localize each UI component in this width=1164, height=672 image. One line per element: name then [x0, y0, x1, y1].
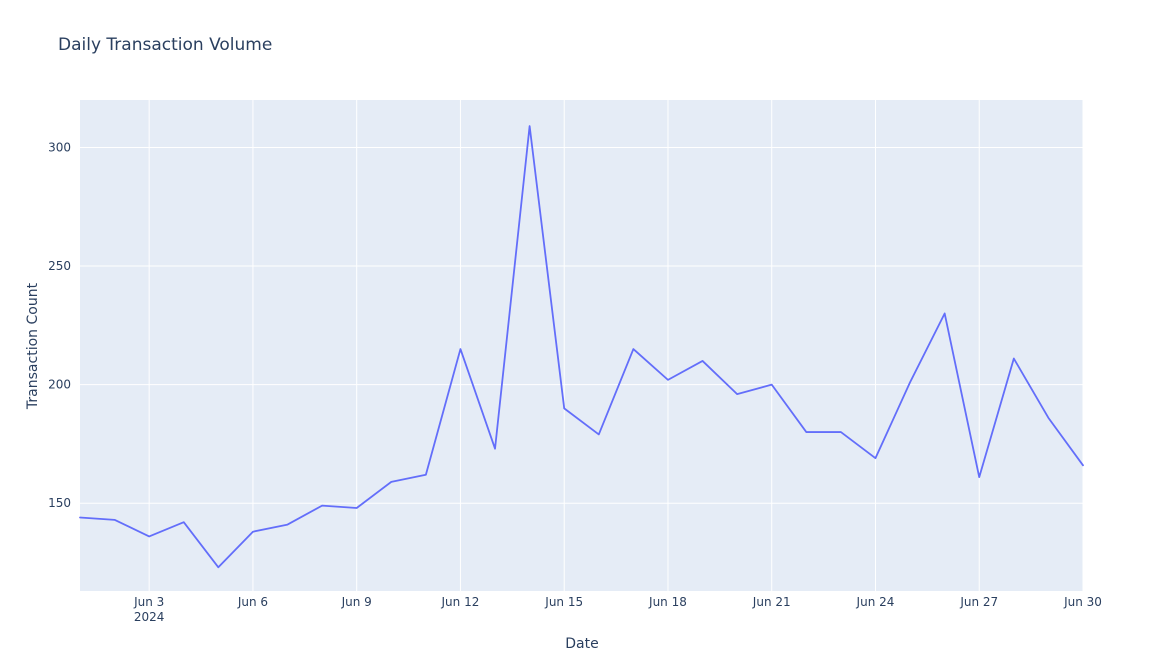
- x-tick-label: Jun 27: [959, 595, 998, 609]
- y-tick-label: 250: [48, 259, 71, 273]
- series-layer: [79, 125, 1084, 569]
- y-axis-title: Transaction Count: [25, 282, 41, 410]
- y-tick-label: 300: [48, 140, 71, 154]
- x-tick-label: Jun 15: [544, 595, 583, 609]
- chart-title: Daily Transaction Volume: [58, 35, 272, 55]
- x-gridlines: [148, 100, 1084, 591]
- y-tick-label: 150: [48, 496, 71, 510]
- x-tick-label: Jun 9: [341, 595, 372, 609]
- x-tick-label: Jun 6: [237, 595, 268, 609]
- x-tick-label: Jun 3: [133, 595, 164, 609]
- x-axis-title: Date: [565, 636, 598, 652]
- x-tick-label: Jun 18: [648, 595, 687, 609]
- x-tick-label: Jun 24: [856, 595, 895, 609]
- x-tick-sublabel: 2024: [134, 610, 165, 624]
- y-gridlines: [80, 146, 1083, 504]
- x-tick-label: Jun 30: [1063, 595, 1102, 609]
- y-tick-label: 200: [48, 378, 71, 392]
- series-line: [79, 125, 1084, 569]
- x-tick-label: Jun 21: [752, 595, 791, 609]
- plot-area: [80, 100, 1083, 591]
- y-tick-labels: 150 200 250 300: [48, 140, 71, 510]
- x-tick-label: Jun 12: [441, 595, 480, 609]
